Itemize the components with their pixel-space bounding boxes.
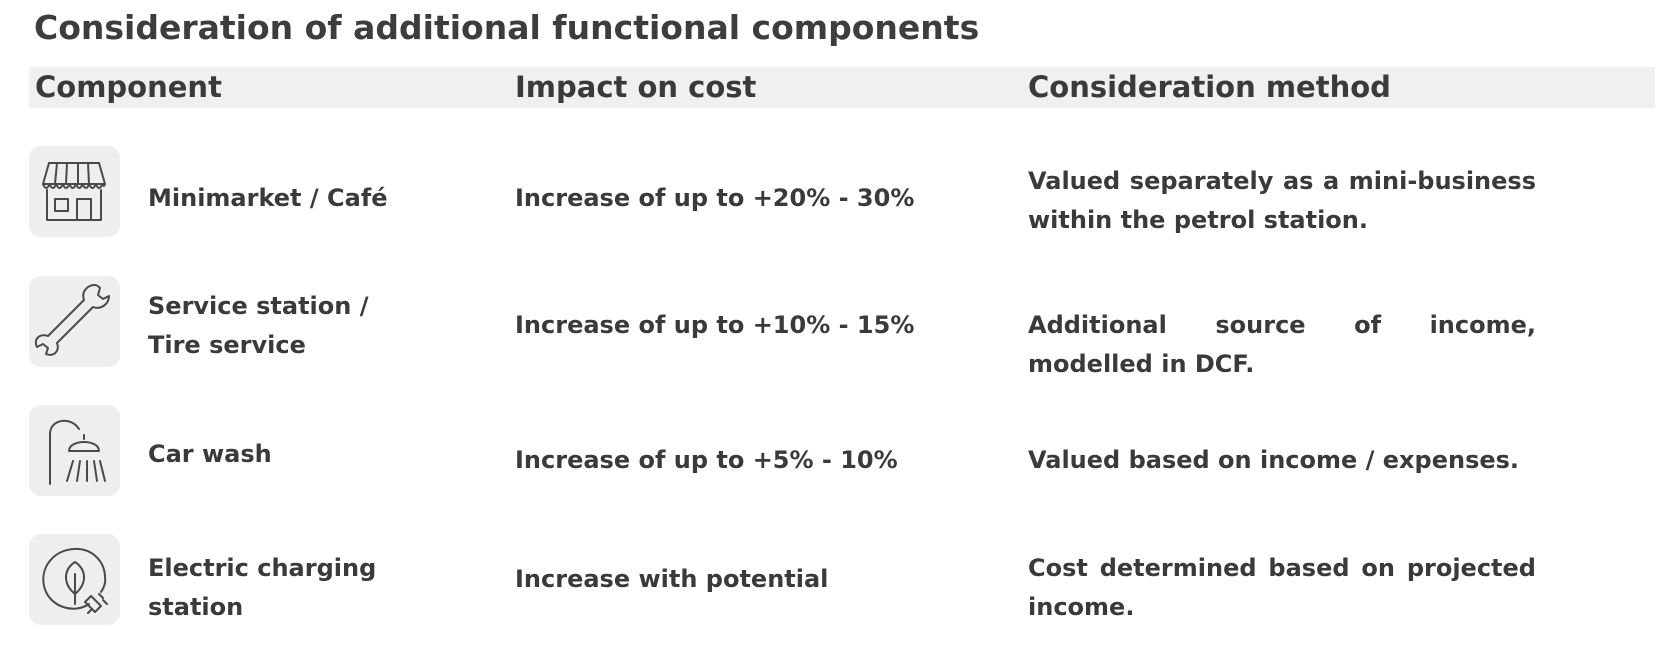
method-text: Valued based on income / expenses. — [1028, 446, 1520, 474]
method-text: Cost determined based on projected incom… — [1028, 554, 1536, 621]
component-label: Electric charging station — [148, 554, 377, 621]
impact-value: Increase of up to +20% - 30% — [515, 184, 915, 212]
store-icon — [29, 146, 120, 237]
component-label: Service station / Tire service — [148, 292, 369, 359]
table-header: Component Impact on cost Consideration m… — [29, 67, 1655, 108]
impact-value: Increase with potential — [515, 565, 829, 593]
impact-value: Increase of up to +5% - 10% — [515, 446, 898, 474]
page-title: Consideration of additional functional c… — [34, 8, 980, 47]
header-method: Consideration method — [1028, 70, 1391, 104]
header-component: Component — [35, 70, 222, 104]
method-text: Additional source of income, modelled in… — [1028, 311, 1536, 378]
impact-value: Increase of up to +10% - 15% — [515, 311, 915, 339]
method-text: Valued separately as a mini-business wit… — [1028, 167, 1536, 234]
component-label: Minimarket / Café — [148, 184, 388, 212]
component-label: Car wash — [148, 440, 272, 468]
shower-icon — [29, 405, 120, 496]
eco-plug-icon — [29, 534, 120, 625]
wrench-icon — [29, 276, 120, 367]
header-impact: Impact on cost — [515, 70, 757, 104]
